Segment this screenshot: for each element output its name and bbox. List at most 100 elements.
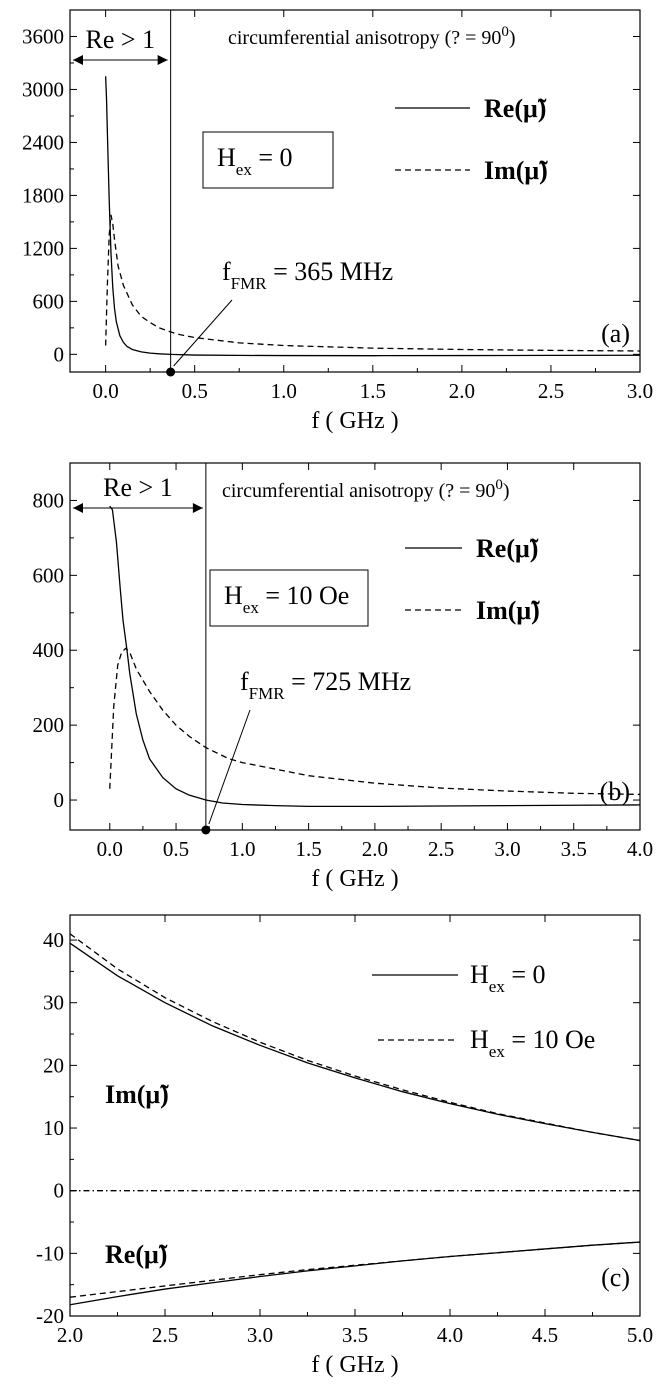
x-tick-label: 4.0 [437, 1323, 463, 1347]
x-tick-label: 0.0 [97, 837, 123, 861]
x-tick-label: 4.0 [627, 837, 653, 861]
y-tick-label: -10 [36, 1241, 64, 1265]
anisotropy-annotation-part: circumferential anisotropy (? = 90 [222, 480, 495, 502]
anisotropy-annotation-part: circumferential anisotropy (? = 90 [228, 27, 501, 49]
legend-label-hex0-part: = 0 [505, 960, 546, 989]
fmr-marker-dot [201, 825, 211, 835]
panel-label: (a) [601, 319, 630, 348]
anisotropy-annotation-part: 0 [495, 477, 503, 493]
series-line-0 [109, 505, 641, 808]
field-label-box [209, 569, 369, 627]
field-label-part: H [217, 143, 236, 172]
anisotropy-annotation: circumferential anisotropy (? = 900) [222, 477, 510, 502]
y-tick-label: 40 [43, 928, 64, 952]
fmr-label-part: f [222, 257, 231, 286]
y-tick-label: 30 [43, 991, 64, 1015]
re-region-label: Re > 1 [103, 473, 173, 502]
field-label-box [202, 131, 334, 189]
y-tick-label: 1800 [22, 183, 64, 207]
y-tick-label: 2400 [22, 130, 64, 154]
anisotropy-annotation: circumferential anisotropy (? = 900) [228, 24, 516, 49]
legend-label-im: Im(μ̃) [476, 596, 540, 625]
legend-label-hex10-part: H [470, 1025, 489, 1054]
y-tick-label: 0 [54, 1179, 65, 1203]
fmr-label-part: f [240, 667, 249, 696]
x-tick-label: 0.5 [182, 379, 208, 403]
x-axis-title: f ( GHz ) [311, 1352, 398, 1378]
x-tick-label: 1.5 [360, 379, 386, 403]
series-line-3 [69, 1241, 641, 1298]
re-range-arrowhead-right [157, 55, 168, 65]
series-line-0 [69, 942, 641, 1142]
re-range-arrowhead-left [73, 503, 83, 513]
field-label: Hex = 10 Oe [224, 581, 349, 617]
x-tick-label: 3.5 [561, 837, 587, 861]
x-tick-label: 5.0 [627, 1323, 653, 1347]
fmr-label-part: = 365 MHz [267, 257, 394, 286]
series-line-1 [109, 647, 641, 796]
field-label-part: ex [243, 598, 260, 617]
x-axis-title: f ( GHz ) [311, 408, 398, 434]
x-tick-label: 2.5 [152, 1323, 178, 1347]
field-label-part: ex [236, 160, 253, 179]
fmr-pointer-arrow [208, 709, 251, 825]
x-axis-title: f ( GHz ) [311, 866, 398, 892]
y-tick-label: 800 [33, 488, 65, 512]
y-tick-label: 200 [33, 713, 65, 737]
field-label-part: = 0 [252, 143, 293, 172]
x-tick-label: 2.0 [57, 1323, 83, 1347]
x-tick-label: 0.0 [93, 379, 119, 403]
im-curve-label: Im(μ̃) [105, 1080, 169, 1109]
x-tick-label: 2.5 [428, 837, 454, 861]
x-tick-label: 3.0 [627, 379, 653, 403]
x-tick-label: 3.5 [342, 1323, 368, 1347]
y-tick-label: 600 [33, 563, 65, 587]
fmr-label: fFMR = 725 MHz [240, 667, 411, 703]
x-tick-label: 1.5 [295, 837, 321, 861]
x-tick-label: 1.0 [229, 837, 255, 861]
y-tick-label: 0 [54, 788, 65, 812]
plot-frame [69, 9, 641, 373]
field-label-part: = 10 Oe [259, 581, 349, 610]
legend-label-hex0: Hex = 0 [470, 960, 546, 996]
legend-label-hex10-part: = 10 Oe [505, 1025, 595, 1054]
x-tick-label: 1.0 [271, 379, 297, 403]
y-tick-label: -20 [36, 1304, 64, 1328]
x-tick-label: 0.5 [163, 837, 189, 861]
x-tick-label: 3.0 [494, 837, 520, 861]
panel-label: (c) [601, 1263, 630, 1292]
field-label-part: H [224, 581, 243, 610]
fmr-label-part: FMR [231, 274, 268, 293]
anisotropy-annotation-part: 0 [501, 24, 509, 40]
series-line-2 [69, 1241, 641, 1306]
legend-label-re: Re(μ̃) [476, 534, 539, 563]
legend-label-hex0-part: ex [489, 977, 506, 996]
legend-label-hex10-part: ex [489, 1042, 506, 1061]
field-label: Hex = 0 [217, 143, 293, 179]
y-tick-label: 3600 [22, 24, 64, 48]
fmr-marker-dot [166, 367, 176, 377]
y-tick-label: 20 [43, 1053, 64, 1077]
fmr-label-part: FMR [249, 684, 286, 703]
panel-label: (b) [600, 777, 630, 806]
legend-label-hex0-part: H [470, 960, 489, 989]
y-tick-label: 1200 [22, 236, 64, 260]
y-tick-label: 600 [33, 289, 65, 313]
legend-label-re: Re(μ̃) [484, 94, 547, 123]
fmr-pointer-arrow [173, 299, 233, 367]
legend-label-im: Im(μ̃) [484, 156, 548, 185]
series-line-1 [104, 214, 641, 352]
series-line-1 [69, 933, 641, 1142]
re-range-arrowhead-right [192, 503, 203, 513]
legend-label-hex10: Hex = 10 Oe [470, 1025, 595, 1061]
fmr-label: fFMR = 365 MHz [222, 257, 393, 293]
plot-frame [69, 462, 641, 831]
x-tick-label: 3.0 [247, 1323, 273, 1347]
x-tick-label: 4.5 [532, 1323, 558, 1347]
y-tick-label: 400 [33, 638, 65, 662]
y-tick-label: 0 [54, 342, 65, 366]
y-tick-label: 10 [43, 1116, 64, 1140]
x-tick-label: 2.0 [449, 379, 475, 403]
anisotropy-annotation-part: ) [509, 27, 516, 49]
x-tick-label: 2.0 [362, 837, 388, 861]
